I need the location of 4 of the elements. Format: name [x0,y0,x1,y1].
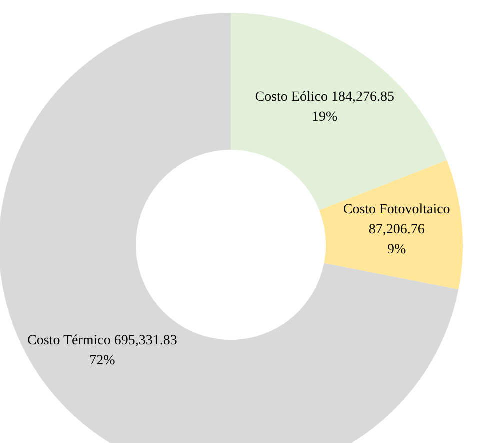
slice-label: Costo Térmico 695,331.83 72% [28,333,178,368]
data-label: 87,206.76 9% [368,222,425,258]
slice-label: Costo Fotovoltaico [343,202,450,218]
slice-label: Costo Eólico 184,276.85 19% [255,90,394,125]
